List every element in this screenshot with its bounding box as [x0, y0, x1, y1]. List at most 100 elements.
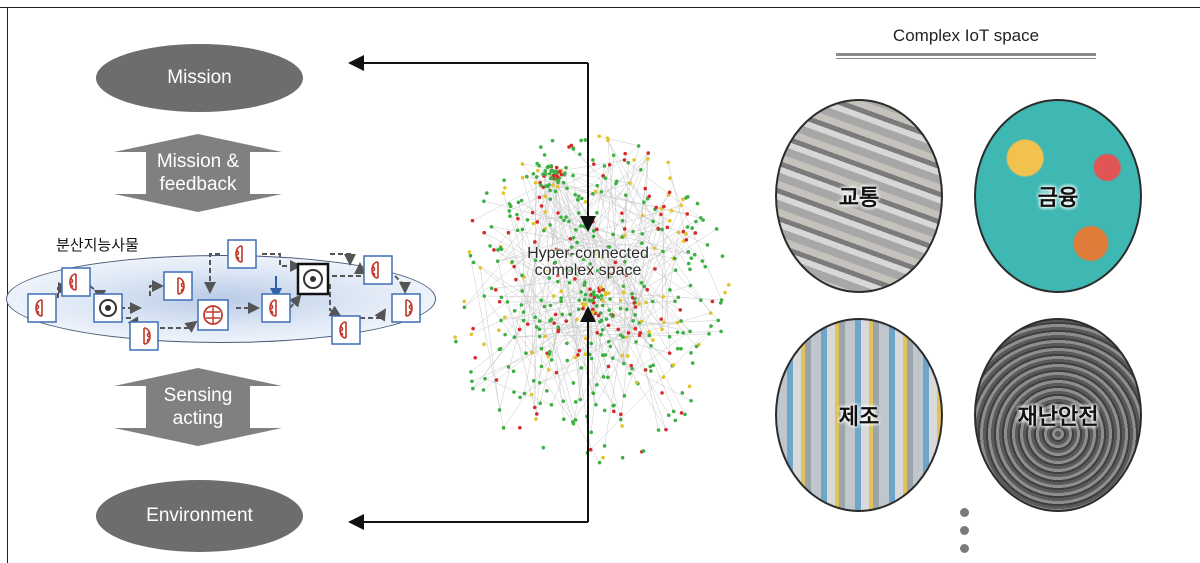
network-node [591, 391, 596, 395]
network-node [573, 276, 577, 281]
network-node [536, 168, 540, 173]
network-node [611, 232, 615, 237]
frame-left-line [7, 7, 8, 563]
network-node [541, 172, 545, 176]
network-node [573, 418, 578, 422]
network-node [679, 203, 683, 208]
network-node [603, 353, 608, 357]
network-node [462, 305, 467, 310]
network-node [515, 228, 520, 233]
network-node [549, 164, 554, 168]
mission-feedback-line2: feedback [159, 174, 237, 195]
distributed-agents-label: 분산지능사물 [56, 237, 139, 254]
network-node [718, 301, 723, 305]
network-node [668, 176, 672, 181]
network-node [694, 219, 698, 224]
network-node [543, 172, 548, 176]
network-node [649, 369, 653, 373]
network-node [673, 268, 678, 272]
network-node [583, 200, 588, 204]
network-node [471, 326, 475, 331]
network-node [622, 394, 627, 398]
network-node [565, 251, 570, 255]
network-node [551, 183, 555, 187]
network-node [666, 160, 670, 165]
network-node [497, 299, 502, 304]
network-node [656, 226, 660, 231]
network-node [598, 285, 603, 290]
network-node [633, 313, 637, 317]
network-node [681, 197, 685, 202]
sensing-acting-arrow: Sensing acting [112, 366, 284, 448]
network-node [675, 346, 680, 351]
network-node [565, 341, 569, 346]
network-node [563, 171, 567, 176]
network-node [719, 298, 724, 302]
network-node [628, 181, 632, 185]
network-node [699, 216, 703, 220]
network-node [469, 370, 473, 374]
network-node [660, 227, 664, 232]
network-node [643, 253, 648, 258]
network-node [559, 299, 563, 304]
network-node [639, 167, 643, 172]
network-node [543, 168, 547, 173]
network-node [560, 312, 564, 317]
network-node [611, 409, 616, 414]
network-node [470, 379, 474, 384]
network-node [684, 237, 689, 242]
network-node [512, 335, 517, 339]
network-node [564, 165, 568, 170]
network-node [569, 268, 573, 273]
network-node [591, 158, 595, 162]
agent-card-active [93, 293, 123, 323]
network-node [543, 334, 547, 339]
network-node [705, 243, 710, 247]
network-node [624, 193, 628, 197]
network-node [562, 218, 566, 223]
network-node [675, 320, 680, 325]
mission-feedback-line1: Mission & [156, 151, 240, 172]
network-node [525, 322, 530, 326]
network-node [676, 295, 681, 300]
network-node [612, 403, 616, 408]
mission-node: Mission [96, 44, 303, 112]
network-node [694, 344, 699, 349]
network-node [565, 186, 569, 191]
network-node [520, 227, 525, 232]
agent-card [391, 293, 421, 323]
network-node [608, 297, 612, 301]
network-node [516, 200, 521, 205]
network-node [621, 290, 626, 295]
network-node [669, 208, 674, 213]
network-node [647, 330, 651, 334]
network-node [524, 351, 528, 356]
disaster-safety-domain-label: 재난안전 [1017, 404, 1099, 429]
network-node [571, 381, 576, 385]
network-node [620, 353, 625, 358]
network-node [622, 361, 626, 366]
network-node [685, 195, 690, 199]
network-node [678, 308, 683, 312]
network-node [656, 428, 661, 432]
network-node [506, 230, 511, 235]
network-node [521, 310, 526, 314]
network-node [640, 213, 645, 218]
network-node [583, 292, 588, 297]
agent-network [27, 239, 421, 351]
agent-card [129, 321, 159, 351]
environment-label: Environment [146, 505, 253, 526]
network-node [716, 318, 721, 323]
network-node [641, 449, 646, 453]
network-node [512, 309, 517, 313]
network-node [564, 215, 568, 219]
network-node [595, 210, 599, 215]
network-edges [464, 135, 722, 463]
sensing-acting-line1: Sensing [163, 385, 233, 406]
network-node [653, 267, 657, 271]
network-node [620, 211, 624, 215]
network-node [727, 282, 731, 287]
network-node [586, 268, 591, 273]
network-node [549, 176, 554, 180]
network-node [591, 292, 596, 297]
